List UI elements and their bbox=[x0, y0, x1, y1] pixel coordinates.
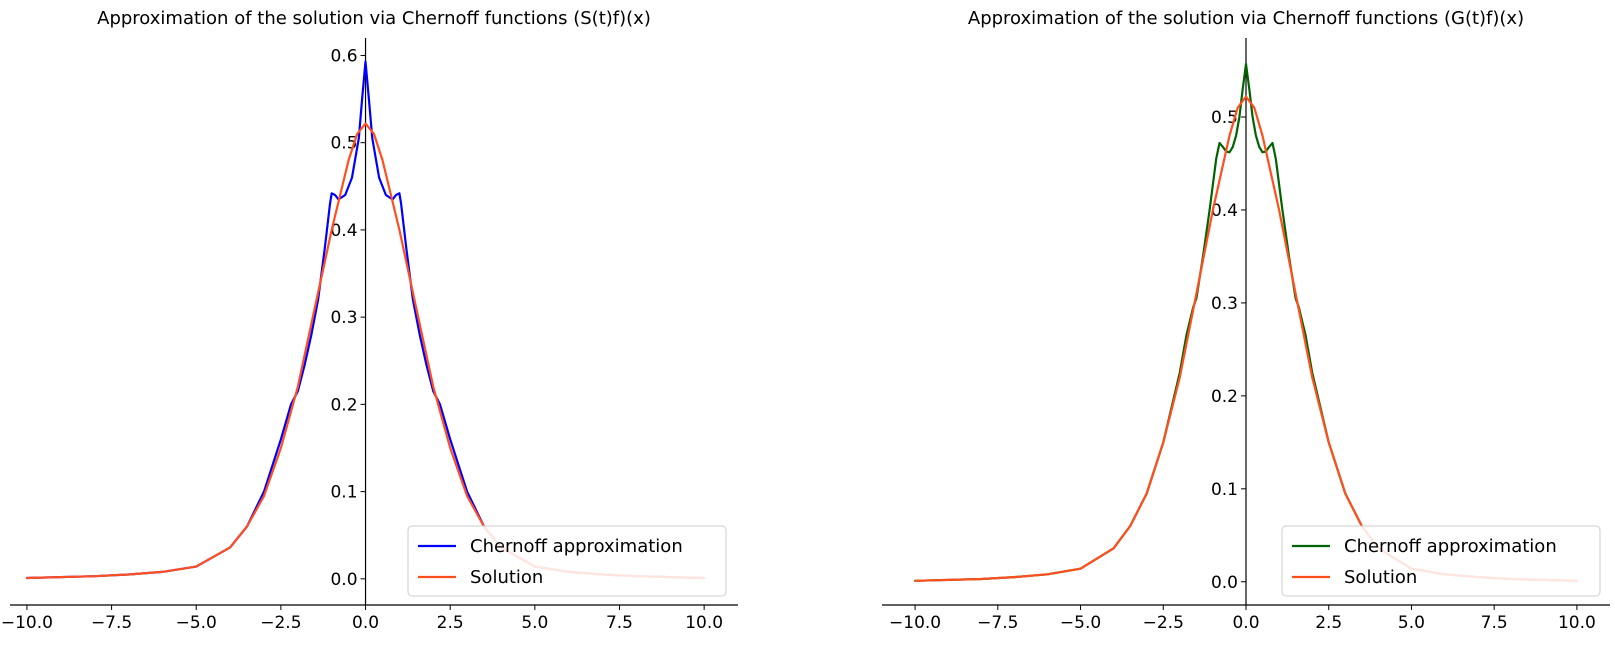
y-tick-label: 0.0 bbox=[330, 570, 357, 590]
legend: Chernoff approximation Solution bbox=[407, 525, 727, 597]
x-tick-label: −5.0 bbox=[176, 613, 217, 633]
x-tick-label: 10.0 bbox=[1558, 613, 1596, 633]
x-tick-label: 5.0 bbox=[1398, 613, 1425, 633]
legend-label-chernoff: Chernoff approximation bbox=[1344, 536, 1557, 557]
y-tick-label: 0.2 bbox=[1211, 387, 1238, 407]
y-tick-label: 0.1 bbox=[330, 483, 357, 503]
x-tick-label: −7.5 bbox=[91, 613, 132, 633]
y-tick-label: 0.6 bbox=[330, 46, 357, 66]
subplot-2: Approximation of the solution via Cherno… bbox=[882, 8, 1610, 633]
y-tick-label: 0.3 bbox=[1211, 294, 1238, 314]
y-tick-label: 0.5 bbox=[330, 134, 357, 154]
x-tick-label: 7.5 bbox=[1481, 613, 1508, 633]
y-tick-label: 0.2 bbox=[330, 395, 357, 415]
x-tick-label: 10.0 bbox=[685, 613, 723, 633]
y-tick-label: 0.4 bbox=[1211, 201, 1238, 221]
y-tick-label: 0.1 bbox=[1211, 480, 1238, 500]
legend-label-solution: Solution bbox=[1344, 567, 1417, 588]
x-tick-label: −5.0 bbox=[1060, 613, 1101, 633]
y-tick-label: 0.0 bbox=[1211, 573, 1238, 593]
legend: Chernoff approximation Solution bbox=[1281, 525, 1601, 597]
x-tick-label: 7.5 bbox=[606, 613, 633, 633]
x-tick-label: −10.0 bbox=[1, 613, 53, 633]
legend-box bbox=[1281, 525, 1601, 597]
x-tick-label: 5.0 bbox=[521, 613, 548, 633]
x-tick-label: 2.5 bbox=[437, 613, 464, 633]
x-tick-label: −7.5 bbox=[977, 613, 1018, 633]
y-tick-label: 0.3 bbox=[330, 308, 357, 328]
subplot-1: Approximation of the solution via Cherno… bbox=[1, 8, 738, 633]
y-tick-label: 0.5 bbox=[1211, 108, 1238, 128]
x-tick-label: −10.0 bbox=[889, 613, 941, 633]
x-tick-label: 2.5 bbox=[1315, 613, 1342, 633]
legend-label-solution: Solution bbox=[470, 567, 543, 588]
legend-label-chernoff: Chernoff approximation bbox=[470, 536, 683, 557]
x-tick-label: −2.5 bbox=[260, 613, 301, 633]
y-tick-label: 0.4 bbox=[330, 221, 357, 241]
chernoff-approximation-line bbox=[25, 60, 706, 580]
x-tick-label: 0.0 bbox=[1232, 613, 1259, 633]
x-tick-label: −2.5 bbox=[1143, 613, 1184, 633]
legend-box bbox=[407, 525, 727, 597]
chart-title: Approximation of the solution via Cherno… bbox=[97, 8, 651, 29]
x-tick-label: 0.0 bbox=[352, 613, 379, 633]
chart-title: Approximation of the solution via Cherno… bbox=[968, 8, 1524, 29]
